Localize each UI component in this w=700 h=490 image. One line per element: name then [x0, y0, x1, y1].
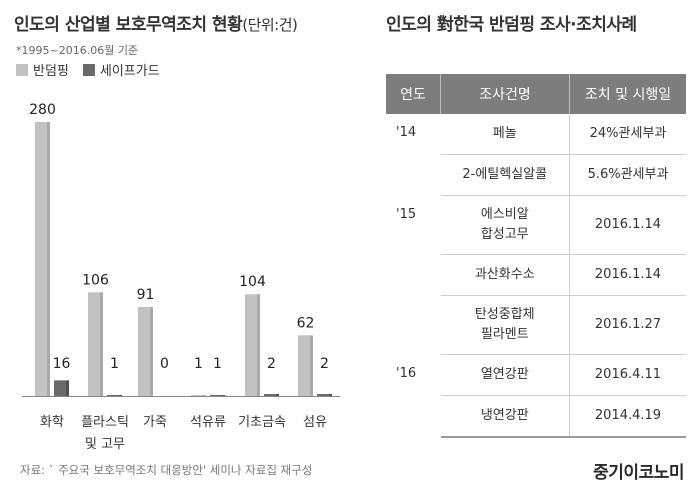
cell-year: '15 [396, 206, 417, 222]
cell-action: 2016.4.11 [569, 354, 686, 396]
table-body: '14 페놀 24%관세부과 2-에틸헥실알콜 5.6%관세부과 '15 에스비알 합성고무 2… [386, 114, 686, 438]
category-label: 및 고무 [85, 437, 125, 452]
cell-action: 24%관세부과 [569, 114, 686, 155]
cell-action: 2016.1.27 [569, 295, 686, 355]
legend-label-antidumping: 반덤핑 [33, 64, 69, 79]
chart-legend: 반덤핑 세이프가드 [16, 60, 160, 79]
bar-safeguard [54, 380, 66, 396]
cell-action: 2016.1.14 [569, 195, 686, 255]
bar-safeguard [317, 394, 329, 396]
bar-shade [257, 294, 260, 396]
legend-label-safeguard: 세이프가드 [99, 64, 160, 79]
cell-action: 5.6%관세부과 [569, 154, 686, 196]
legend-item-safeguard: 세이프가드 [82, 60, 160, 79]
cell-item: 2-에틸헥실알콜 [440, 154, 570, 196]
data-label-antidumping: 104 [239, 274, 266, 290]
cell-item-line: 열연강판 [480, 367, 529, 382]
category-label: 가죽 [143, 415, 167, 430]
data-label-antidumping: 280 [29, 102, 56, 118]
cell-item-line: 합성고무 [480, 227, 529, 242]
data-label-safeguard: 1 [213, 356, 222, 372]
bar-shade [203, 395, 206, 396]
cell-item-line: 냉연강판 [480, 408, 529, 423]
legend-swatch-safeguard [82, 63, 95, 76]
table-row: 탄성중합체 필라멘트 2016.1.27 [386, 295, 686, 355]
chart-unit: (단위:건) [242, 16, 298, 34]
chart-title: 인도의 산업별 보호무역조치 현황(단위:건) [14, 10, 298, 35]
cell-item-line: 에스비알 [480, 207, 529, 222]
data-label-safeguard: 2 [320, 356, 329, 372]
cell-item-line: 과산화수소 [474, 267, 535, 282]
bar-shade [222, 395, 225, 396]
table-row: 2-에틸헥실알콜 5.6%관세부과 [386, 154, 686, 196]
legend-swatch-antidumping [16, 63, 28, 76]
cell-item: 페놀 [440, 114, 570, 155]
cell-item-line: 페놀 [492, 126, 517, 141]
header-year: 연도 [386, 74, 441, 114]
cell-item: 열연강판 [440, 354, 570, 396]
legend-item-antidumping: 반덤핑 [16, 60, 69, 79]
bar-shade [329, 394, 332, 396]
table-header-row: 연도 조사건명 조치 및 시행일 [386, 74, 686, 114]
category-label: 석유류 [190, 415, 226, 430]
bar-antidumping [245, 294, 257, 396]
cell-action: 2016.1.14 [569, 254, 686, 296]
data-label-safeguard: 0 [160, 356, 169, 372]
header-item: 조사건명 [440, 74, 570, 114]
category-label: 기초금속 [238, 415, 286, 430]
bar-shade [66, 380, 69, 396]
chart-note: *1995~2016.06월 기준 [16, 44, 139, 57]
chart-title-text: 인도의 산업별 보호무역조치 현황 [14, 15, 243, 35]
cell-item: 냉연강판 [440, 395, 570, 438]
bar-shade [310, 335, 313, 396]
bar-antidumping [298, 335, 310, 396]
table-row: '16 열연강판 2016.4.11 [386, 354, 686, 396]
bar-antidumping [35, 122, 47, 396]
bar-antidumping [138, 306, 150, 396]
bar-shade [47, 122, 50, 396]
table-row: '14 페놀 24%관세부과 [386, 114, 686, 155]
header-action: 조치 및 시행일 [569, 74, 686, 114]
cell-action: 2014.4.19 [569, 395, 686, 438]
bar-antidumping [88, 292, 100, 396]
bar-shade [100, 292, 103, 396]
brand-logo: 중기이코노미 [593, 463, 684, 483]
cell-item: 과산화수소 [440, 254, 570, 296]
bar-shade [150, 306, 153, 396]
data-label-safeguard: 1 [110, 356, 119, 372]
cell-year: '16 [396, 365, 417, 381]
bar-shade [119, 395, 122, 396]
data-label-antidumping: 1 [194, 356, 203, 372]
source-note: 자료: ` 주요국 보호무역조치 대응방안' 세미나 자료집 재구성 [20, 463, 313, 477]
data-label-antidumping: 106 [82, 272, 109, 288]
cell-item-line: 필라멘트 [480, 327, 529, 342]
cell-item-line: 탄성중합체 [474, 307, 535, 322]
bar-antidumping [191, 395, 203, 396]
data-label-safeguard: 16 [53, 356, 71, 372]
category-label: 섬유 [303, 415, 327, 430]
table-row: 냉연강판 2014.4.19 [386, 395, 686, 438]
category-label: 화학 [40, 415, 64, 430]
bar-shade [276, 394, 279, 396]
bar-safeguard [264, 394, 276, 396]
cell-year: '14 [396, 125, 417, 140]
data-label-safeguard: 2 [267, 356, 276, 372]
bar-safeguard [107, 395, 119, 396]
bar-safeguard [210, 395, 222, 396]
table-title: 인도의 對한국 반덤핑 조사·조치사례 [386, 15, 637, 35]
data-label-antidumping: 62 [297, 315, 315, 331]
table-row: '15 에스비알 합성고무 2016.1.14 [386, 195, 686, 255]
table-row: 과산화수소 2016.1.14 [386, 254, 686, 296]
cell-item-line: 2-에틸헥실알콜 [462, 167, 548, 182]
cases-table: 연도 조사건명 조치 및 시행일 '14 페놀 24%관세부과 2-에틸헥실알콜 5.6… [386, 74, 686, 438]
data-label-antidumping: 91 [137, 287, 155, 303]
category-label: 플라스틱 [81, 415, 129, 430]
